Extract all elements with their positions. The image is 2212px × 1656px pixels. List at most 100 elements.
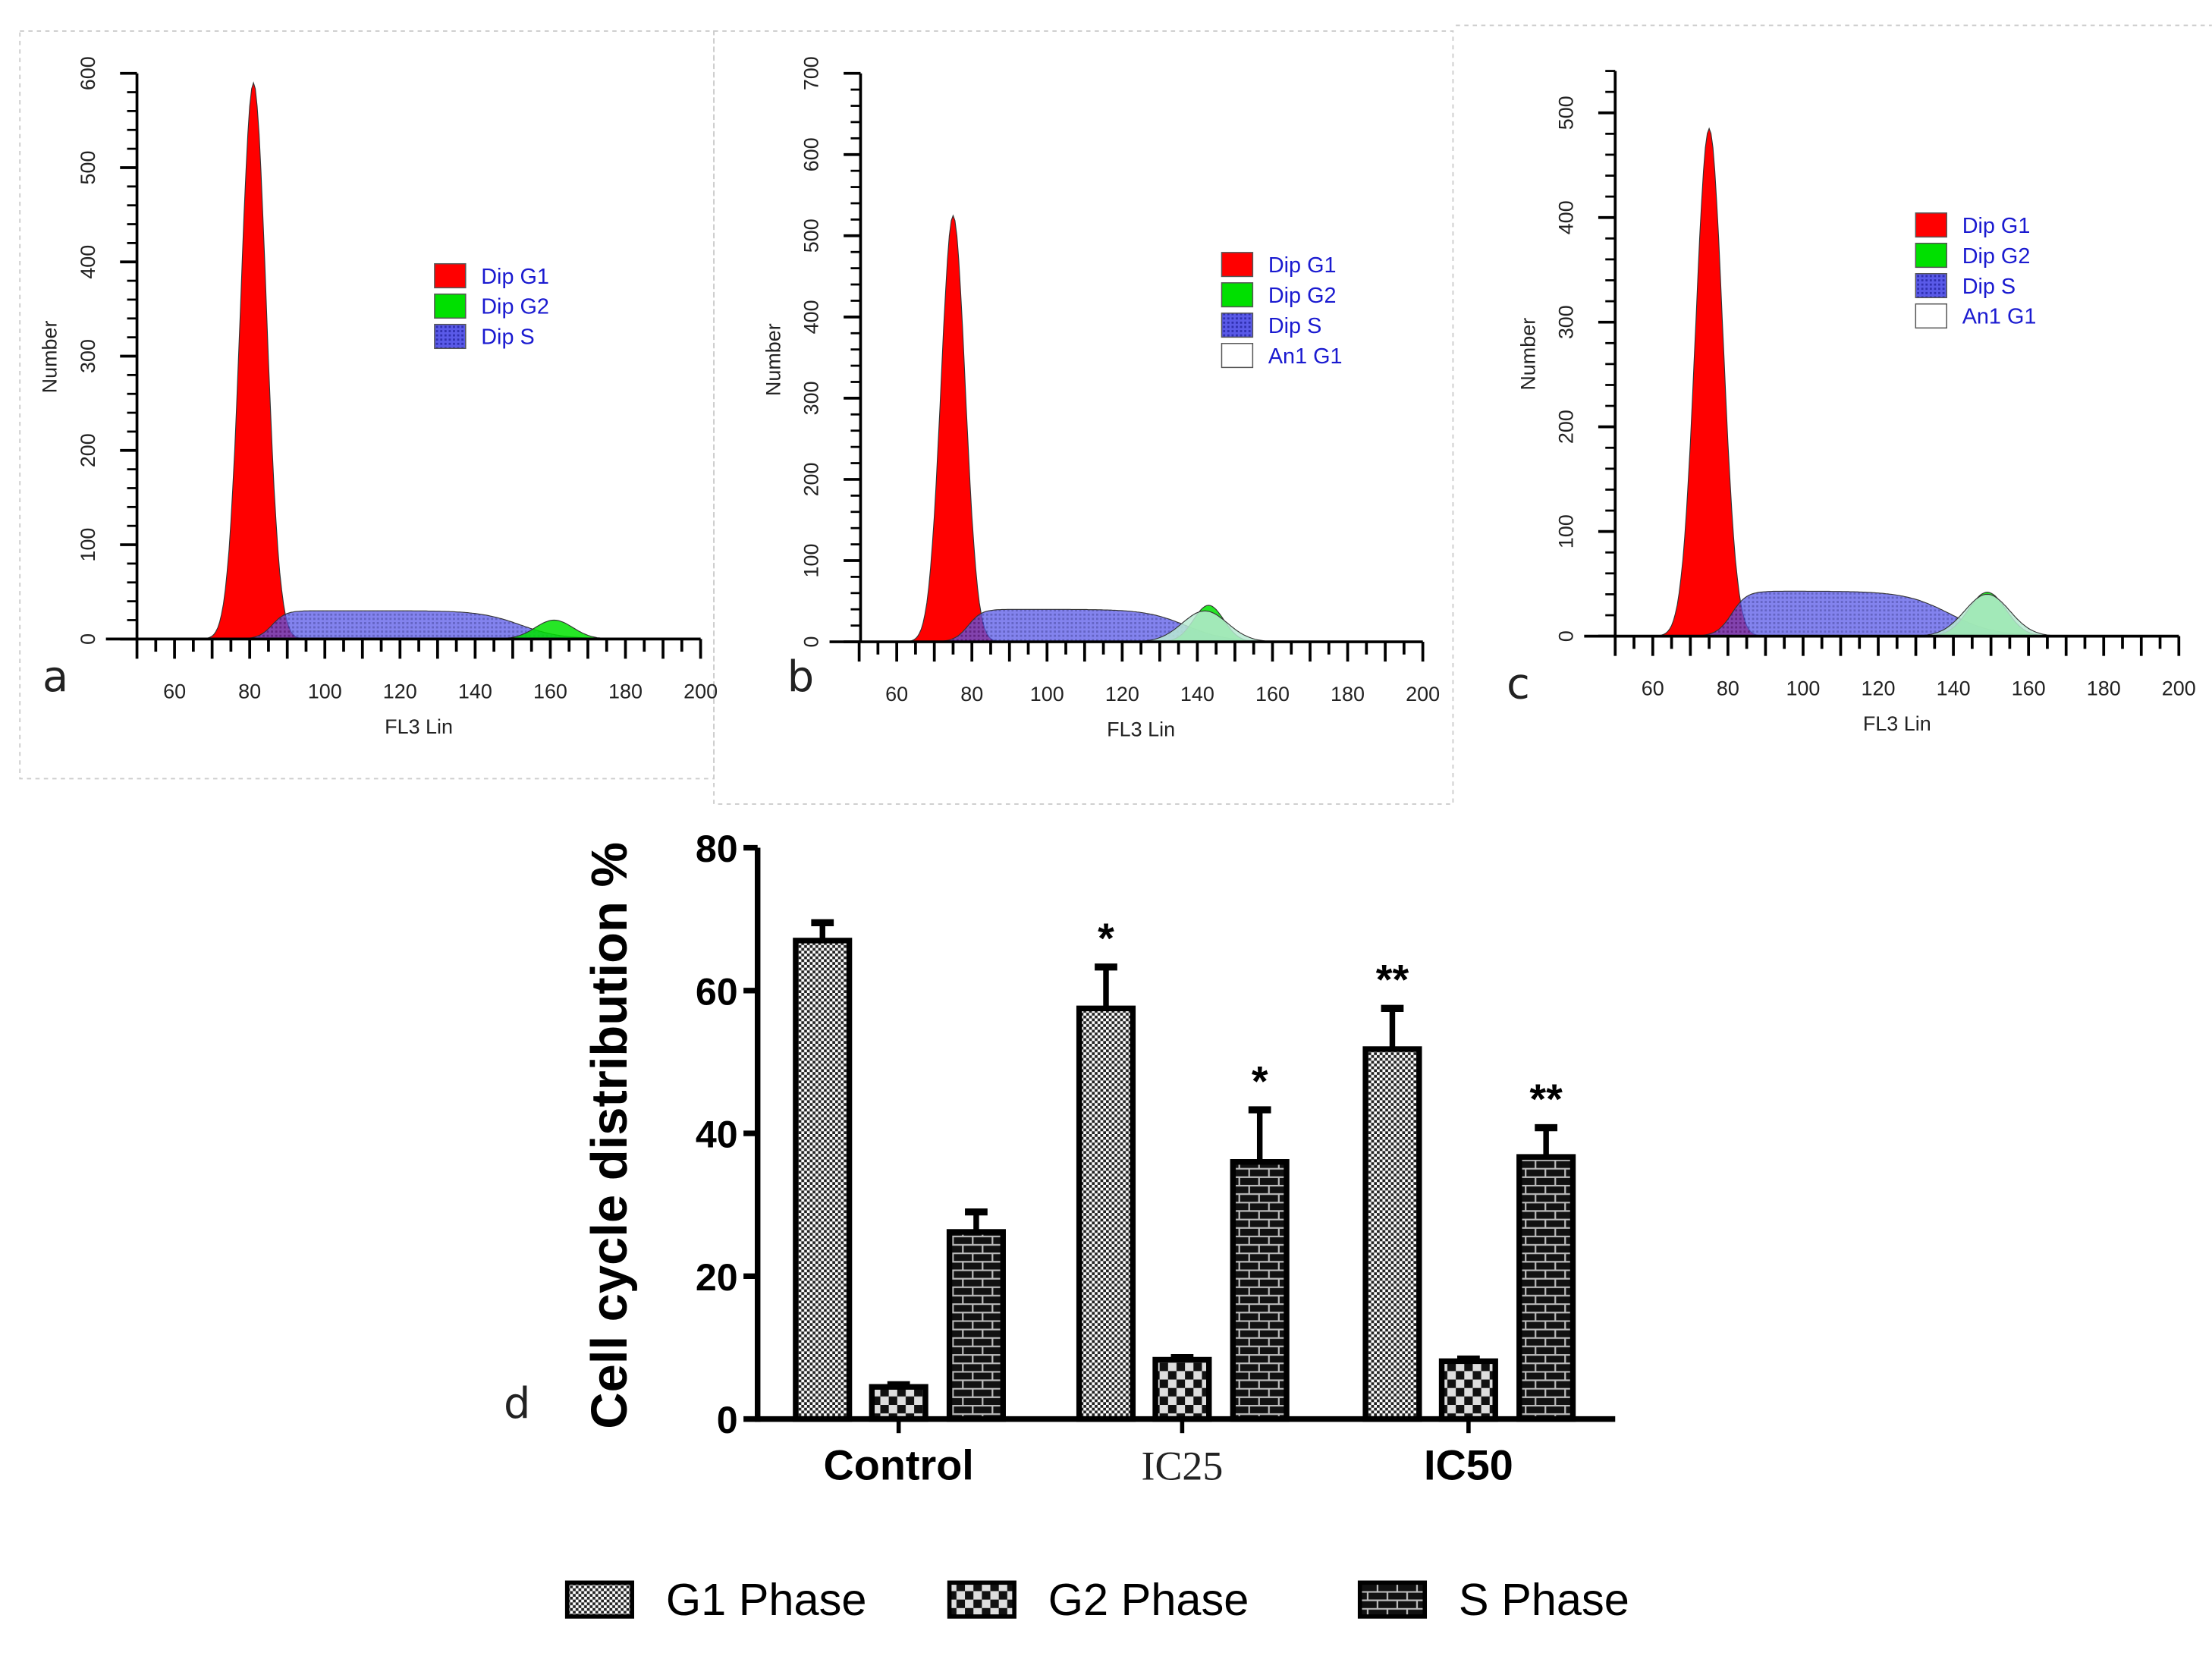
- y-tick-label: 200: [800, 462, 823, 496]
- y-tick-label: 700: [800, 56, 823, 90]
- legend-swatch: [1915, 303, 1947, 329]
- x-tick-label: 60: [885, 683, 908, 705]
- y-tick-label: 600: [800, 137, 823, 171]
- legend-swatch: [1221, 282, 1254, 308]
- x-tick-label: 200: [683, 680, 718, 702]
- legend-label: An1 G1: [1268, 344, 1343, 369]
- bar-s-phase: [1230, 1159, 1290, 1422]
- x-tick-label: 80: [238, 680, 261, 702]
- y-tick-label: 500: [77, 150, 99, 184]
- legend-label: Dip G1: [1268, 253, 1337, 278]
- y-tick-label: 400: [800, 300, 823, 334]
- y-tick-label: 40: [696, 1114, 738, 1156]
- legend-swatch: [1915, 243, 1947, 269]
- bar-g1-phase: [793, 938, 853, 1422]
- legend-label: Dip G2: [1962, 244, 2031, 269]
- legend-label: S Phase: [1459, 1574, 1629, 1625]
- significance-marker: **: [1376, 957, 1409, 1004]
- legend-label: Dip G1: [1962, 214, 2031, 238]
- x-tick-label: 100: [308, 680, 342, 702]
- x-tick-label: 160: [533, 680, 567, 702]
- y-axis-title: Cell cycle distribution %: [581, 842, 638, 1429]
- legend-label: G1 Phase: [666, 1574, 867, 1625]
- y-tick-label: 300: [77, 339, 99, 373]
- x-axis-title: FL3 Lin: [385, 715, 453, 738]
- y-tick-label: 60: [696, 970, 738, 1013]
- legend-swatch: [1915, 212, 1947, 238]
- x-tick-label: 120: [1105, 683, 1139, 705]
- y-tick-label: 80: [696, 828, 738, 870]
- x-tick-label: 140: [458, 680, 492, 702]
- x-tick-label: 180: [1331, 683, 1365, 705]
- x-tick-label: 100: [1030, 683, 1064, 705]
- significance-marker: *: [1252, 1057, 1268, 1105]
- y-tick-label: 300: [1554, 305, 1577, 339]
- panel-frame-b: [713, 30, 1454, 805]
- y-tick-label: 500: [1554, 96, 1577, 130]
- x-tick-label: 60: [163, 680, 186, 702]
- histogram-panel-c: 0 100 200 300 400 500 60 80 100 120 140 160 180 200 FL…: [1507, 70, 2196, 735]
- x-axis-title: FL3 Lin: [1107, 718, 1175, 741]
- legend-swatch: [434, 293, 467, 319]
- bar-g1-phase: [1362, 1046, 1422, 1422]
- legend-label: Dip G1: [481, 265, 549, 289]
- category-label: IC25: [1142, 1444, 1224, 1489]
- legend-swatch: [434, 323, 467, 350]
- x-tick-label: 140: [1937, 677, 1971, 700]
- y-tick-label: 0: [77, 633, 99, 645]
- g1-peak-area: [1615, 127, 2179, 637]
- panel-label: c: [1507, 659, 1530, 709]
- y-tick-label: 100: [1554, 514, 1577, 548]
- legend-label: Dip S: [481, 325, 534, 350]
- y-tick-label: 300: [800, 381, 823, 415]
- legend-label: Dip G2: [1268, 284, 1337, 308]
- panel-frame-a: [19, 30, 715, 780]
- panel-label: a: [42, 652, 68, 702]
- y-tick-label: 20: [696, 1256, 738, 1299]
- x-tick-label: 80: [1717, 677, 1739, 700]
- y-axis-title: Number: [1516, 318, 1539, 391]
- legend-swatch: [1357, 1580, 1428, 1619]
- bar-g2-phase: [869, 1384, 928, 1422]
- x-tick-label: 60: [1642, 677, 1664, 700]
- x-tick-label: 160: [2012, 677, 2046, 700]
- category-label: IC50: [1424, 1442, 1513, 1489]
- significance-marker: *: [1098, 915, 1114, 962]
- x-tick-label: 180: [2087, 677, 2121, 700]
- x-tick-label: 80: [960, 683, 983, 705]
- y-tick-label: 100: [77, 528, 99, 562]
- x-tick-label: 100: [1786, 677, 1820, 700]
- bar-g2-phase: [1152, 1356, 1212, 1422]
- g1-peak-area: [859, 214, 1423, 643]
- significance-marker: **: [1529, 1076, 1563, 1123]
- y-tick-label: 400: [1554, 200, 1577, 234]
- panel-label: d: [504, 1379, 530, 1428]
- y-tick-label: 0: [1554, 630, 1577, 642]
- y-tick-label: 500: [800, 218, 823, 253]
- legend-swatch: [564, 1580, 635, 1619]
- legend-label: An1 G1: [1962, 305, 2037, 329]
- panel-label: b: [787, 652, 814, 702]
- bar-s-phase: [946, 1229, 1006, 1422]
- legend-label: Dip S: [1962, 275, 2016, 299]
- bar-s-phase: [1516, 1154, 1576, 1422]
- legend-label: Dip G2: [481, 295, 549, 319]
- y-tick-label: 100: [800, 544, 823, 578]
- legend-swatch: [947, 1580, 1016, 1619]
- x-axis-title: FL3 Lin: [1863, 712, 1931, 735]
- y-axis-title: Number: [39, 320, 61, 393]
- x-tick-label: 120: [383, 680, 417, 702]
- legend-swatch: [1221, 343, 1254, 369]
- g1-peak-area: [137, 81, 701, 639]
- histogram-panel-b: 0 100 200 300 400 500 600 700 60 80 100 120 140 160 18…: [762, 56, 1440, 740]
- y-tick-label: 0: [800, 636, 823, 648]
- bar-g2-phase: [1438, 1358, 1498, 1422]
- x-tick-label: 140: [1180, 683, 1214, 705]
- bar-g1-phase: [1076, 1005, 1136, 1422]
- y-tick-label: 600: [77, 56, 99, 90]
- y-tick-label: 0: [717, 1399, 738, 1441]
- x-tick-label: 200: [2162, 677, 2196, 700]
- legend-swatch: [1221, 252, 1254, 278]
